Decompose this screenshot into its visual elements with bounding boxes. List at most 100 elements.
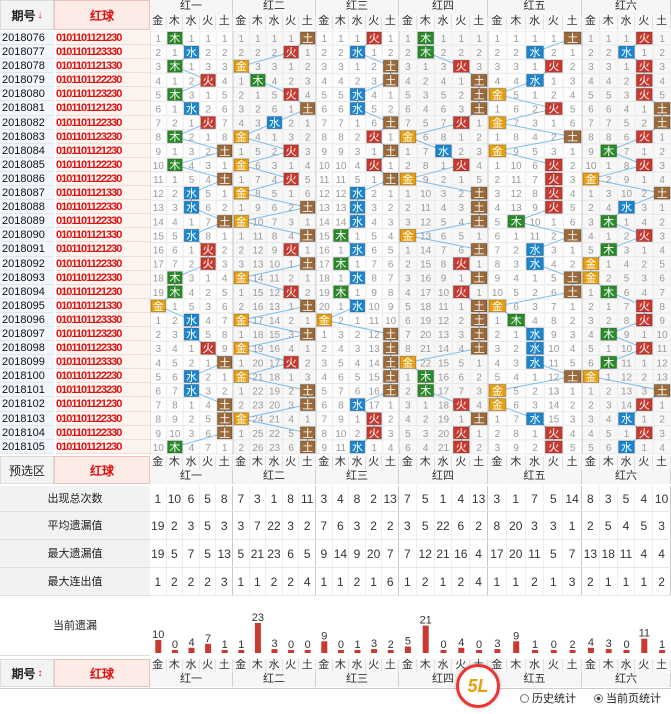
period-footer[interactable]: 期号 ↕ [0, 659, 54, 687]
omission-number: 1 [532, 34, 538, 45]
mid-element-2-4: 火 [282, 456, 300, 470]
omission-number: 1 [459, 133, 465, 144]
omission-number: 4 [606, 415, 612, 426]
omission-number: 7 [205, 443, 211, 454]
omission-number: 10 [252, 217, 264, 228]
omission-number: 1 [371, 443, 377, 454]
omission-number: 1 [459, 76, 465, 87]
bottom-element-2-1: 金 [233, 659, 250, 673]
omission-number: 2 [355, 133, 361, 144]
hit-label: 木 [603, 286, 614, 299]
omission-number: 2 [405, 260, 411, 271]
hit-label: 火 [456, 117, 467, 130]
omission-number: 7 [172, 387, 178, 398]
omission-number: 1 [423, 401, 429, 412]
current-stat-option[interactable]: 当前页统计 [594, 690, 661, 706]
period-header[interactable]: 期号 ↓ [0, 0, 54, 30]
omission-number: 5 [570, 443, 576, 454]
omission-number: 1 [495, 415, 501, 426]
current-omission-value: 5 [405, 635, 411, 647]
omission-number: 10 [153, 161, 165, 172]
omission-number: 6 [570, 119, 576, 130]
omission-number: 26 [252, 443, 264, 454]
omission-number: 3 [355, 344, 361, 355]
hit-cell [563, 130, 582, 144]
omission-number: 9 [513, 147, 519, 158]
history-stat-option[interactable]: 历史统计 [520, 690, 576, 706]
stat-value: 19 [150, 540, 167, 567]
omission-number: 6 [441, 231, 447, 242]
hit-label: 土 [385, 60, 396, 73]
radio-icon[interactable] [520, 693, 529, 703]
omission-number: 10 [369, 302, 381, 313]
stat-value: 5 [417, 512, 435, 539]
stat-value: 3 [600, 486, 618, 511]
stat-value: 9 [349, 540, 366, 567]
omission-number: 16 [438, 372, 450, 383]
omission-number: 1 [388, 161, 394, 172]
omission-number: 3 [606, 62, 612, 73]
hit-cell [299, 299, 316, 313]
red-ball-cell: 0101101121230 [56, 101, 150, 116]
hit-cell [167, 87, 183, 102]
omission-number: 2 [172, 316, 178, 327]
hit-label: 土 [474, 103, 485, 116]
stat-value: 7 [399, 486, 417, 511]
omission-number: 1 [532, 274, 538, 285]
omission-number: 1 [570, 387, 576, 398]
omission-number: 5 [255, 147, 261, 158]
omission-number: 9 [441, 274, 447, 285]
omission-number: 5 [459, 231, 465, 242]
hit-label: 水 [621, 46, 632, 59]
omission-number: 8 [322, 133, 328, 144]
hit-label: 木 [169, 60, 180, 73]
omission-number: 10 [621, 189, 633, 200]
mid-element-4-2: 木 [416, 456, 435, 470]
omission-number: 3 [476, 147, 482, 158]
hit-cell [544, 426, 563, 440]
hit-cell [417, 31, 435, 45]
omission-number: 2 [495, 429, 501, 440]
omission-number: 4 [405, 288, 411, 299]
current-omission-value: 4 [458, 637, 464, 649]
omission-number: 4 [659, 443, 665, 454]
period-cell: 2018091 [0, 242, 54, 257]
hit-label: 金 [585, 271, 596, 285]
top-element-1-4: 火 [199, 15, 217, 30]
stat-value: 2 [183, 568, 200, 595]
omission-number: 3 [532, 401, 538, 412]
omission-number: 3 [255, 119, 261, 130]
omission-number: 2 [205, 147, 211, 158]
omission-number: 4 [189, 443, 195, 454]
omission-number: 1 [495, 133, 501, 144]
omission-number: 2 [606, 387, 612, 398]
omission-number: 1 [272, 34, 278, 45]
omission-number: 3 [659, 62, 665, 73]
hit-cell [283, 172, 299, 186]
stat-row: 19 2 3 5 3 3 7 22 3 2 7 6 3 2 2 3 5 22 6 2 8 20 3 3 1 2 5 4 5 3 [150, 512, 671, 540]
hit-cell [563, 369, 582, 383]
omission-number: 16 [252, 302, 264, 313]
hit-label: 火 [639, 229, 650, 242]
omission-number: 1 [288, 260, 294, 271]
omission-number: 3 [588, 217, 594, 228]
omission-number: 2 [205, 288, 211, 299]
hit-label: 金 [402, 130, 413, 144]
omission-number: 9 [272, 246, 278, 257]
omission-number: 2 [239, 302, 245, 313]
hit-label: 金 [402, 355, 413, 369]
hit-label: 火 [548, 60, 559, 73]
omission-number: 4 [495, 358, 501, 369]
omission-number: 9 [338, 147, 344, 158]
current-omission-bar [550, 650, 557, 653]
radio-selected-icon[interactable] [594, 693, 603, 703]
stat-value: 7 [382, 540, 399, 567]
omission-number: 4 [495, 203, 501, 214]
omission-number: 2 [588, 48, 594, 59]
omission-number: 2 [288, 203, 294, 214]
omission-number: 1 [551, 34, 557, 45]
omission-number: 4 [156, 358, 162, 369]
hit-label: 土 [567, 229, 578, 242]
stat-value: 5 [417, 486, 435, 511]
current-omission-bar [171, 650, 178, 653]
